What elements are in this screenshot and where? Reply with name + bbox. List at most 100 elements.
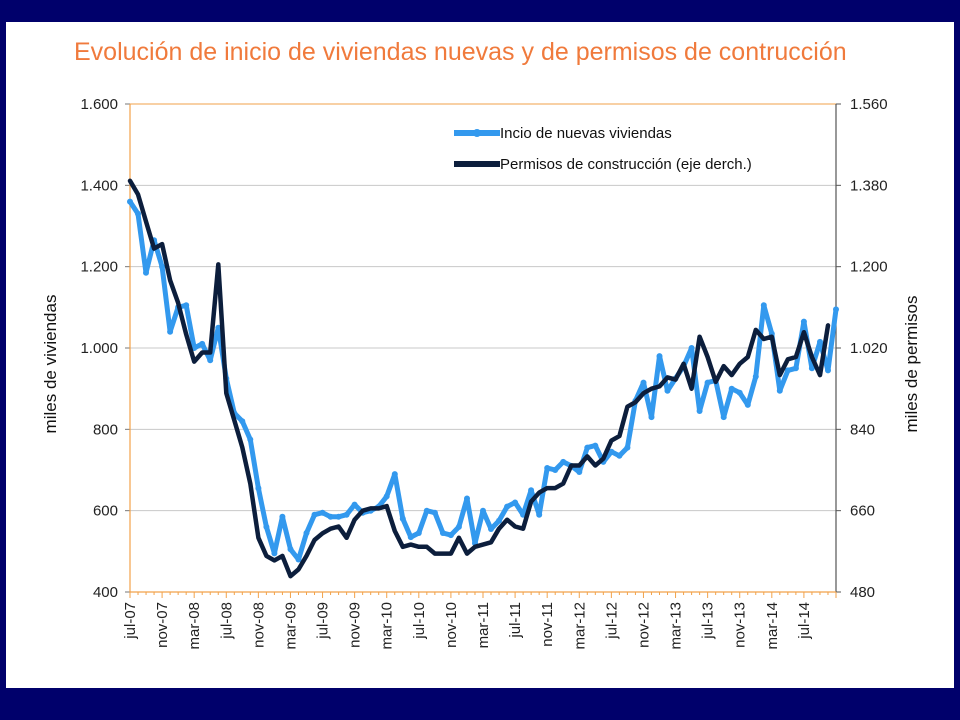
- data-point-starts: [808, 365, 815, 372]
- slide: Evolución de inicio de viviendas nuevas …: [6, 22, 954, 688]
- data-point-starts: [464, 495, 470, 502]
- x-tick-label: jul-07: [122, 602, 139, 640]
- data-point-starts: [255, 485, 262, 492]
- data-point-starts: [383, 493, 390, 500]
- data-point-starts: [415, 530, 422, 536]
- y-right-tick-label: 1.020: [850, 340, 888, 357]
- x-tick-label: mar-11: [475, 602, 492, 648]
- x-tick-label: mar-08: [186, 602, 203, 650]
- data-point-starts: [159, 263, 166, 270]
- data-point-starts: [825, 367, 831, 374]
- x-tick-label: jul-10: [411, 602, 428, 640]
- data-point-starts: [127, 198, 133, 205]
- data-point-starts: [496, 517, 502, 524]
- x-tick-label: mar-10: [379, 602, 396, 650]
- y-left-tick-label: 1.000: [80, 340, 118, 357]
- data-point-starts: [143, 269, 149, 276]
- data-point-starts: [215, 324, 222, 331]
- data-point-starts: [624, 444, 631, 451]
- data-point-starts: [327, 513, 334, 520]
- y-left-label: miles de viviendas: [41, 295, 60, 434]
- data-point-starts: [656, 353, 663, 360]
- y-right-label: miles de permisos: [902, 296, 921, 433]
- data-point-starts: [431, 509, 438, 516]
- data-point-starts: [303, 530, 310, 536]
- data-point-starts: [480, 507, 486, 514]
- data-point-starts: [760, 302, 767, 309]
- data-point-starts: [447, 532, 454, 539]
- x-tick-label: jul-14: [796, 602, 813, 640]
- data-point-starts: [439, 530, 446, 536]
- data-point-starts: [135, 210, 141, 217]
- data-point-starts: [512, 499, 519, 506]
- data-point-starts: [239, 418, 246, 425]
- data-point-starts: [343, 511, 350, 518]
- series-line-starts: [127, 199, 839, 562]
- y-left-tick-label: 800: [93, 421, 118, 438]
- data-point-starts: [295, 556, 302, 563]
- data-point-starts: [688, 345, 695, 351]
- data-point-starts: [488, 526, 494, 532]
- x-tick-label: jul-09: [315, 602, 332, 640]
- data-point-starts: [536, 511, 543, 518]
- x-tick-label: nov-07: [154, 602, 171, 648]
- data-point-starts: [423, 507, 430, 514]
- y-right-tick-label: 1.560: [850, 96, 888, 113]
- data-point-starts: [335, 513, 342, 520]
- y-left-tick-label: 400: [93, 584, 118, 601]
- y-right-tick-label: 660: [850, 503, 875, 520]
- x-tick-label: nov-10: [443, 602, 460, 648]
- data-point-starts: [287, 546, 294, 553]
- y-right-tick-label: 1.380: [850, 177, 888, 194]
- x-tick-label: nov-08: [250, 602, 267, 648]
- data-point-starts: [183, 302, 190, 309]
- data-point-starts: [207, 357, 214, 364]
- x-tick-label: nov-12: [635, 602, 652, 648]
- x-tick-label: jul-13: [700, 602, 717, 640]
- data-point-starts: [247, 436, 254, 443]
- y-right-tick-label: 480: [850, 584, 875, 601]
- data-point-starts: [720, 414, 727, 421]
- data-point-starts: [552, 467, 559, 473]
- legend: Incio de nuevas viviendas Permisos de co…: [454, 125, 752, 173]
- axes: [125, 103, 841, 598]
- legend-label-permits: Permisos de construcción (eje derch.): [500, 156, 752, 173]
- chart: Evolución de inicio de viviendas nuevas …: [41, 38, 921, 650]
- data-point-starts: [279, 513, 286, 520]
- series-line-permits: [127, 178, 831, 579]
- data-point-starts: [736, 389, 743, 396]
- y-right-tick-label: 1.200: [850, 259, 888, 276]
- ticks: 1.600 1.560 1.400 1.380 1.200 1.200 1.000 1.020…: [80, 96, 887, 650]
- data-point-starts: [311, 511, 318, 518]
- x-tick-label: mar-13: [668, 602, 685, 650]
- x-tick-label: jul-12: [603, 602, 620, 640]
- data-point-starts: [319, 509, 326, 516]
- x-tick-label: mar-12: [571, 602, 588, 650]
- y-right-tick-label: 840: [850, 421, 875, 438]
- data-point-starts: [351, 501, 358, 508]
- data-point-starts: [592, 442, 599, 449]
- data-point-starts: [776, 387, 783, 394]
- series-lines: [127, 178, 839, 579]
- data-point-starts: [263, 523, 270, 530]
- data-point-starts: [616, 452, 623, 459]
- data-point-starts: [407, 534, 414, 541]
- data-point-starts: [399, 515, 406, 522]
- data-point-starts: [640, 379, 647, 386]
- x-tick-label: jul-11: [507, 602, 524, 639]
- data-point-starts: [833, 306, 839, 313]
- data-point-starts: [544, 465, 551, 471]
- data-point-starts: [455, 523, 462, 530]
- data-point-starts: [584, 444, 591, 451]
- x-tick-label: nov-13: [732, 602, 749, 648]
- data-point-starts: [648, 414, 655, 421]
- y-left-tick-label: 1.200: [80, 259, 118, 276]
- x-tick-label: nov-09: [347, 602, 364, 648]
- data-point-starts: [167, 328, 174, 335]
- data-point-starts: [199, 340, 206, 347]
- data-point-starts: [704, 379, 711, 386]
- chart-title: Evolución de inicio de viviendas nuevas …: [74, 38, 847, 66]
- x-tick-label: jul-08: [218, 602, 235, 640]
- y-left-tick-label: 1.400: [80, 177, 118, 194]
- data-point-starts: [744, 401, 751, 408]
